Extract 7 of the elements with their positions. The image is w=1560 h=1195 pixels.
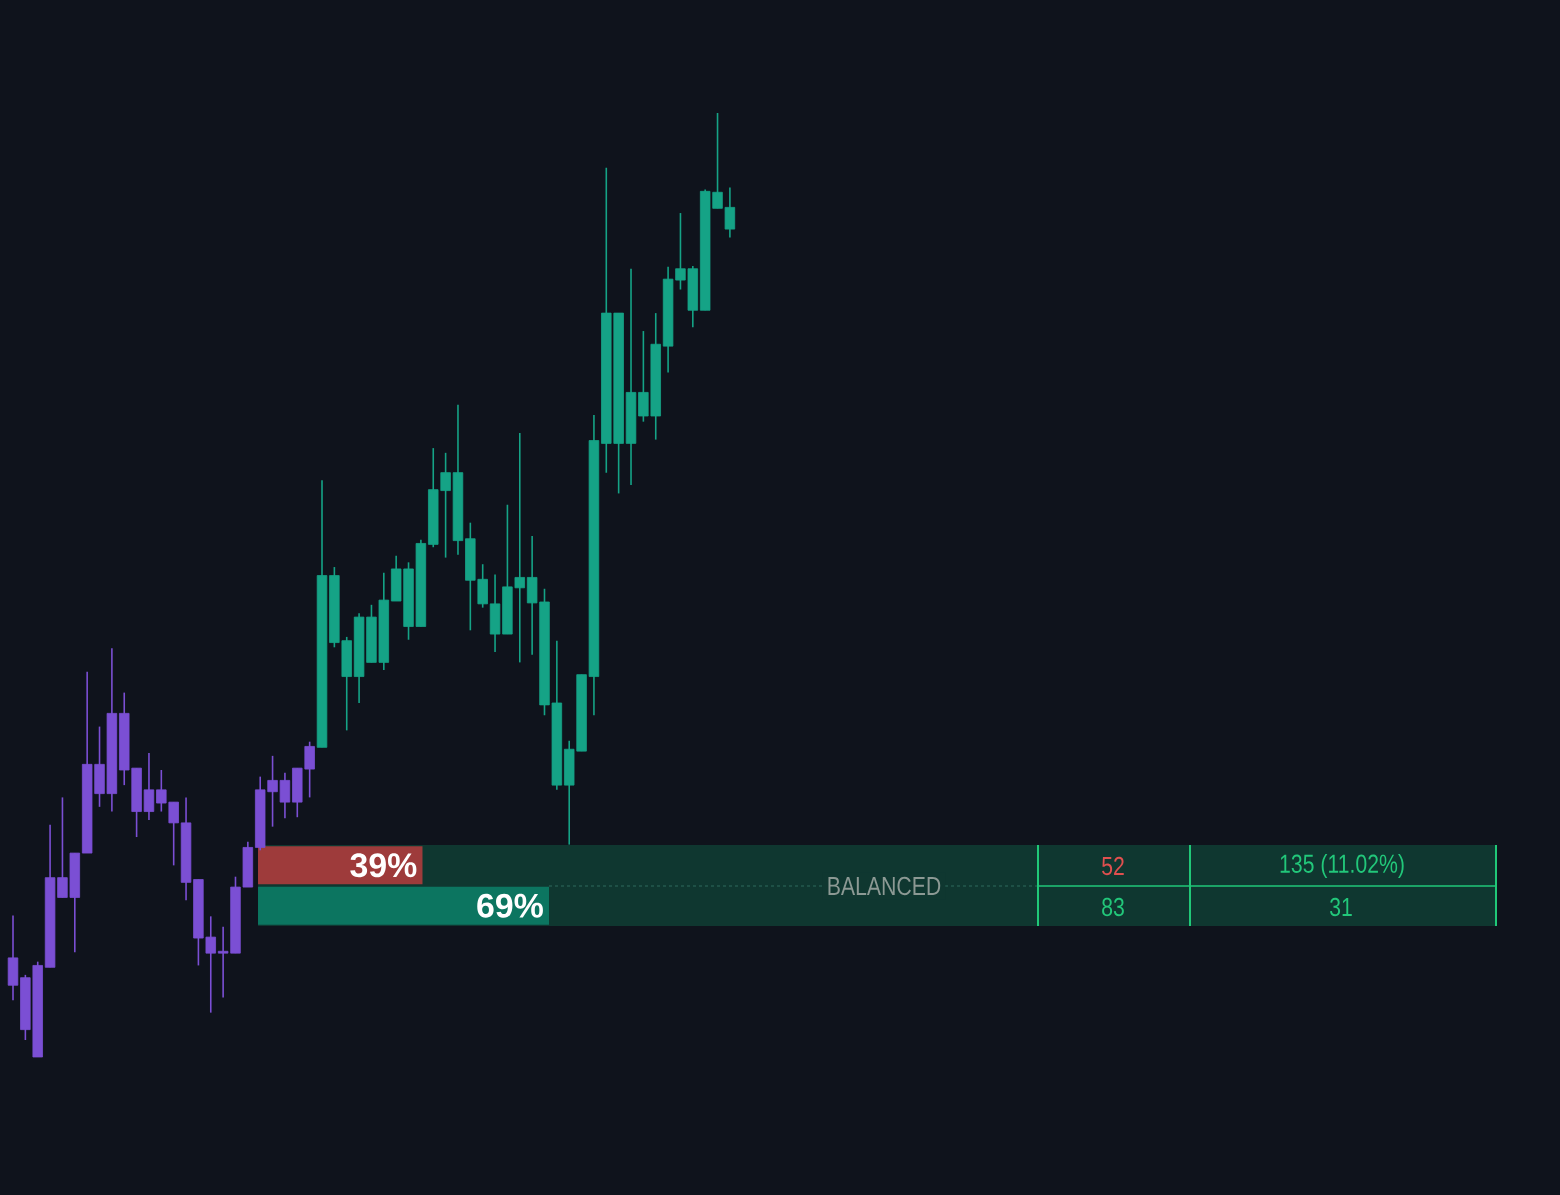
data-label: 39% (350, 853, 417, 878)
text: 31 (1330, 897, 1352, 917)
text: 135 (11.02%) (1280, 853, 1404, 879)
data-label: 69% (477, 893, 543, 918)
text: BALANCED (828, 876, 941, 896)
text: 83 (1102, 897, 1124, 917)
text: 52 (1102, 856, 1124, 876)
